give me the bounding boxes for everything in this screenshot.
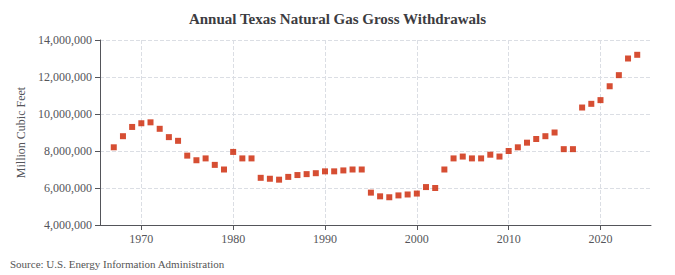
svg-text:4,000,000: 4,000,000 — [44, 218, 92, 232]
svg-text:Million Cubic Feet: Million Cubic Feet — [14, 86, 28, 178]
svg-text:1980: 1980 — [221, 232, 245, 246]
svg-text:1970: 1970 — [129, 232, 153, 246]
svg-text:1990: 1990 — [313, 232, 337, 246]
svg-text:8,000,000: 8,000,000 — [44, 144, 92, 158]
svg-text:6,000,000: 6,000,000 — [44, 181, 92, 195]
svg-text:10,000,000: 10,000,000 — [38, 107, 92, 121]
svg-text:Annual Texas Natural Gas Gross: Annual Texas Natural Gas Gross Withdrawa… — [189, 11, 486, 27]
svg-text:2000: 2000 — [405, 232, 429, 246]
svg-text:2010: 2010 — [497, 232, 521, 246]
svg-text:2020: 2020 — [588, 232, 612, 246]
svg-text:14,000,000: 14,000,000 — [38, 33, 92, 47]
svg-text:12,000,000: 12,000,000 — [38, 70, 92, 84]
svg-text:Source: U.S. Energy Informatio: Source: U.S. Energy Information Administ… — [10, 258, 225, 270]
